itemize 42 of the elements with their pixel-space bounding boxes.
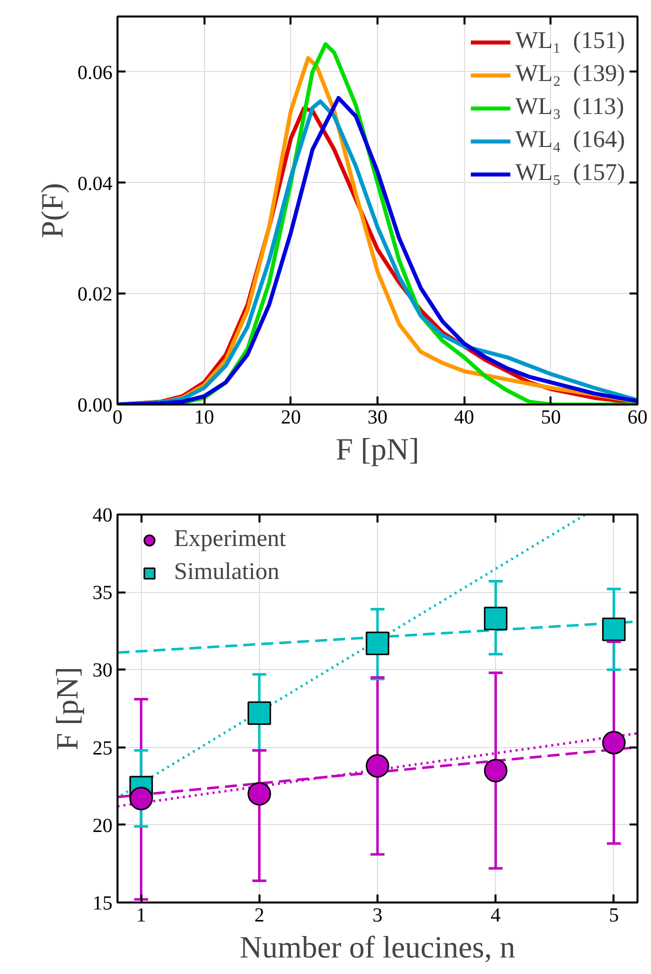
point	[248, 701, 272, 725]
x-tick-label: 10	[194, 406, 214, 428]
legend-label: WL₁ (151)	[515, 28, 625, 55]
x-tick-label: 5	[608, 904, 619, 926]
point	[602, 730, 626, 754]
legend-label: WL₅ (157)	[515, 160, 625, 187]
x-tick-label: 3	[372, 904, 382, 926]
point	[248, 782, 272, 806]
legend-label: WL₂ (139)	[515, 61, 625, 88]
point	[484, 606, 508, 630]
point	[366, 632, 390, 656]
y-tick-label: 30	[92, 660, 112, 682]
legend-label: WL₄ (164)	[515, 127, 625, 154]
point	[129, 786, 153, 810]
x-tick-label: 0	[112, 406, 122, 428]
legend-label: WL₃ (113)	[515, 94, 624, 121]
y-tick-label: 35	[92, 582, 112, 604]
y-tick-label: 0.04	[78, 172, 112, 195]
x-tick-label: 30	[368, 406, 388, 428]
y-tick-label: 20	[92, 814, 112, 837]
y-axis-title: F [pN]	[50, 666, 84, 750]
y-tick-label: 0.02	[78, 284, 112, 306]
x-tick-label: 50	[540, 406, 561, 428]
x-tick-label: 20	[280, 406, 301, 428]
y-tick-label: 15	[92, 892, 112, 914]
legend-label: Experiment	[174, 526, 286, 553]
y-axis-title: P(F)	[34, 182, 70, 238]
x-axis-title: Number of leucines, n	[240, 930, 516, 964]
legend-label: Simulation	[174, 559, 280, 586]
x-tick-label: 1	[136, 904, 146, 926]
point	[484, 758, 508, 782]
x-tick-label: 40	[454, 406, 474, 428]
y-tick-label: 0.00	[78, 394, 112, 416]
y-tick-label: 40	[92, 504, 112, 526]
point	[366, 754, 390, 778]
point	[602, 618, 626, 642]
y-tick-label: 0.06	[78, 62, 112, 84]
x-tick-label: 2	[254, 904, 264, 926]
x-tick-label: 60	[628, 406, 648, 428]
y-tick-label: 25	[92, 737, 112, 760]
x-axis-title: F [pN]	[336, 432, 420, 466]
x-tick-label: 4	[490, 904, 501, 926]
